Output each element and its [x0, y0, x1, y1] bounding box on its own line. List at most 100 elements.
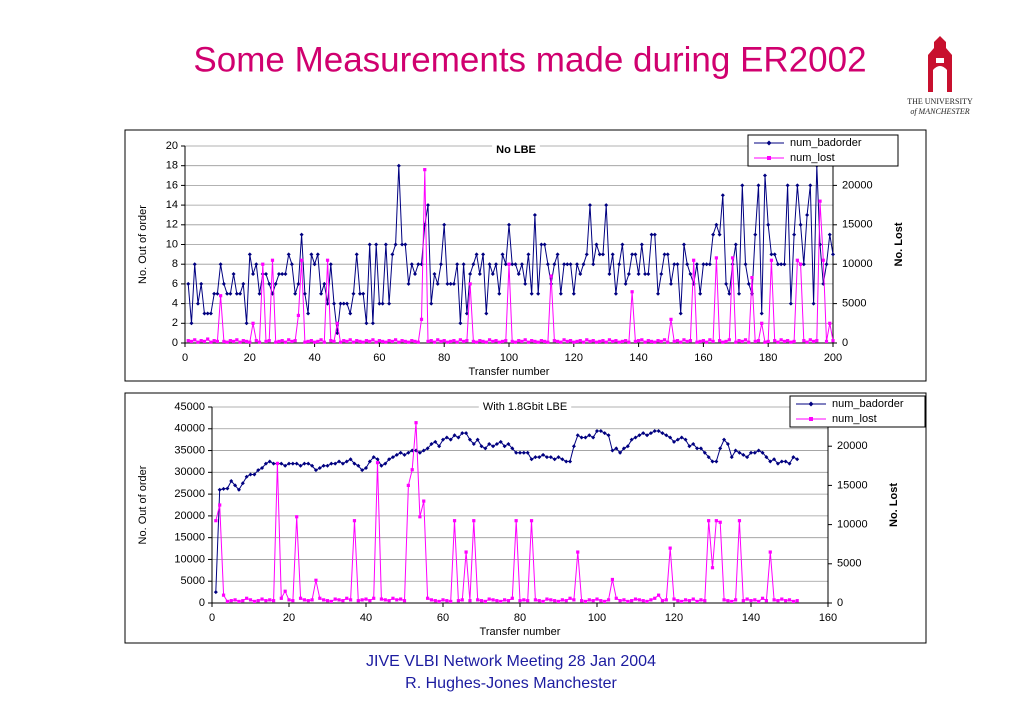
point — [444, 435, 449, 440]
point — [787, 598, 792, 602]
point — [291, 599, 295, 603]
point — [595, 597, 599, 601]
point — [575, 339, 579, 344]
point — [321, 463, 326, 468]
point — [315, 252, 320, 257]
point — [581, 262, 586, 267]
chart-title: With 1.8Gbit LBE — [483, 401, 567, 413]
point — [306, 461, 311, 466]
y2-axis-label: No. Lost — [893, 222, 905, 266]
point — [510, 339, 514, 344]
point — [313, 468, 318, 473]
point — [710, 566, 715, 570]
point — [461, 262, 466, 267]
point — [782, 262, 787, 267]
point — [507, 262, 511, 266]
point — [458, 338, 462, 342]
point — [560, 457, 565, 462]
point — [298, 463, 303, 468]
point — [316, 339, 320, 344]
point — [352, 461, 357, 466]
point — [195, 301, 200, 306]
point — [368, 339, 372, 344]
point — [221, 593, 226, 597]
point — [267, 339, 271, 343]
point — [521, 450, 526, 455]
point — [607, 272, 612, 277]
point — [708, 338, 712, 342]
point — [414, 421, 418, 425]
point — [260, 465, 265, 470]
point — [721, 340, 725, 344]
point — [703, 599, 707, 603]
point — [646, 339, 650, 343]
y-tick-label: 30000 — [174, 466, 205, 478]
point — [672, 262, 677, 267]
point — [798, 222, 803, 227]
point — [213, 590, 218, 595]
point — [526, 340, 531, 344]
point — [377, 301, 382, 306]
point — [472, 519, 476, 523]
point — [471, 442, 476, 447]
point — [795, 599, 799, 603]
point — [741, 452, 746, 457]
point — [643, 340, 647, 344]
point — [254, 339, 258, 343]
point — [756, 183, 761, 188]
logo-text: THE UNIVERSITY — [907, 97, 973, 106]
point — [467, 437, 472, 442]
point — [753, 339, 757, 344]
point — [225, 291, 230, 296]
point — [403, 339, 407, 344]
point — [760, 321, 764, 325]
point — [558, 291, 563, 296]
point — [351, 340, 356, 344]
point — [464, 431, 469, 436]
point — [578, 272, 583, 277]
point — [238, 291, 243, 296]
point — [685, 262, 690, 267]
point — [438, 262, 443, 267]
point — [199, 339, 203, 343]
point — [815, 339, 819, 343]
point — [548, 455, 553, 460]
point — [652, 232, 657, 237]
point — [614, 596, 618, 600]
point — [296, 313, 300, 318]
point — [273, 281, 278, 286]
point — [568, 262, 573, 267]
point — [536, 340, 540, 344]
point — [675, 437, 680, 442]
point — [218, 503, 222, 507]
point — [537, 455, 542, 460]
point — [325, 301, 330, 306]
point — [542, 242, 547, 247]
point — [286, 252, 291, 257]
point — [711, 232, 716, 237]
point — [734, 340, 738, 344]
point — [533, 455, 538, 460]
point — [575, 433, 580, 438]
point — [625, 444, 630, 449]
point — [212, 339, 216, 343]
point — [585, 338, 589, 342]
point — [687, 444, 692, 449]
point — [429, 598, 434, 602]
point — [688, 339, 693, 343]
point — [727, 291, 732, 296]
legend-marker — [766, 140, 772, 146]
point — [757, 599, 761, 604]
point — [545, 262, 550, 267]
y-axis-label: No. Out of order — [137, 205, 149, 284]
point — [799, 262, 803, 266]
point — [261, 262, 265, 266]
point — [759, 311, 764, 316]
point — [556, 339, 560, 344]
point — [345, 301, 349, 306]
point — [494, 339, 498, 343]
point — [762, 173, 767, 178]
y2-tick-label: 20000 — [842, 179, 873, 191]
point — [562, 262, 567, 267]
point — [711, 339, 715, 344]
